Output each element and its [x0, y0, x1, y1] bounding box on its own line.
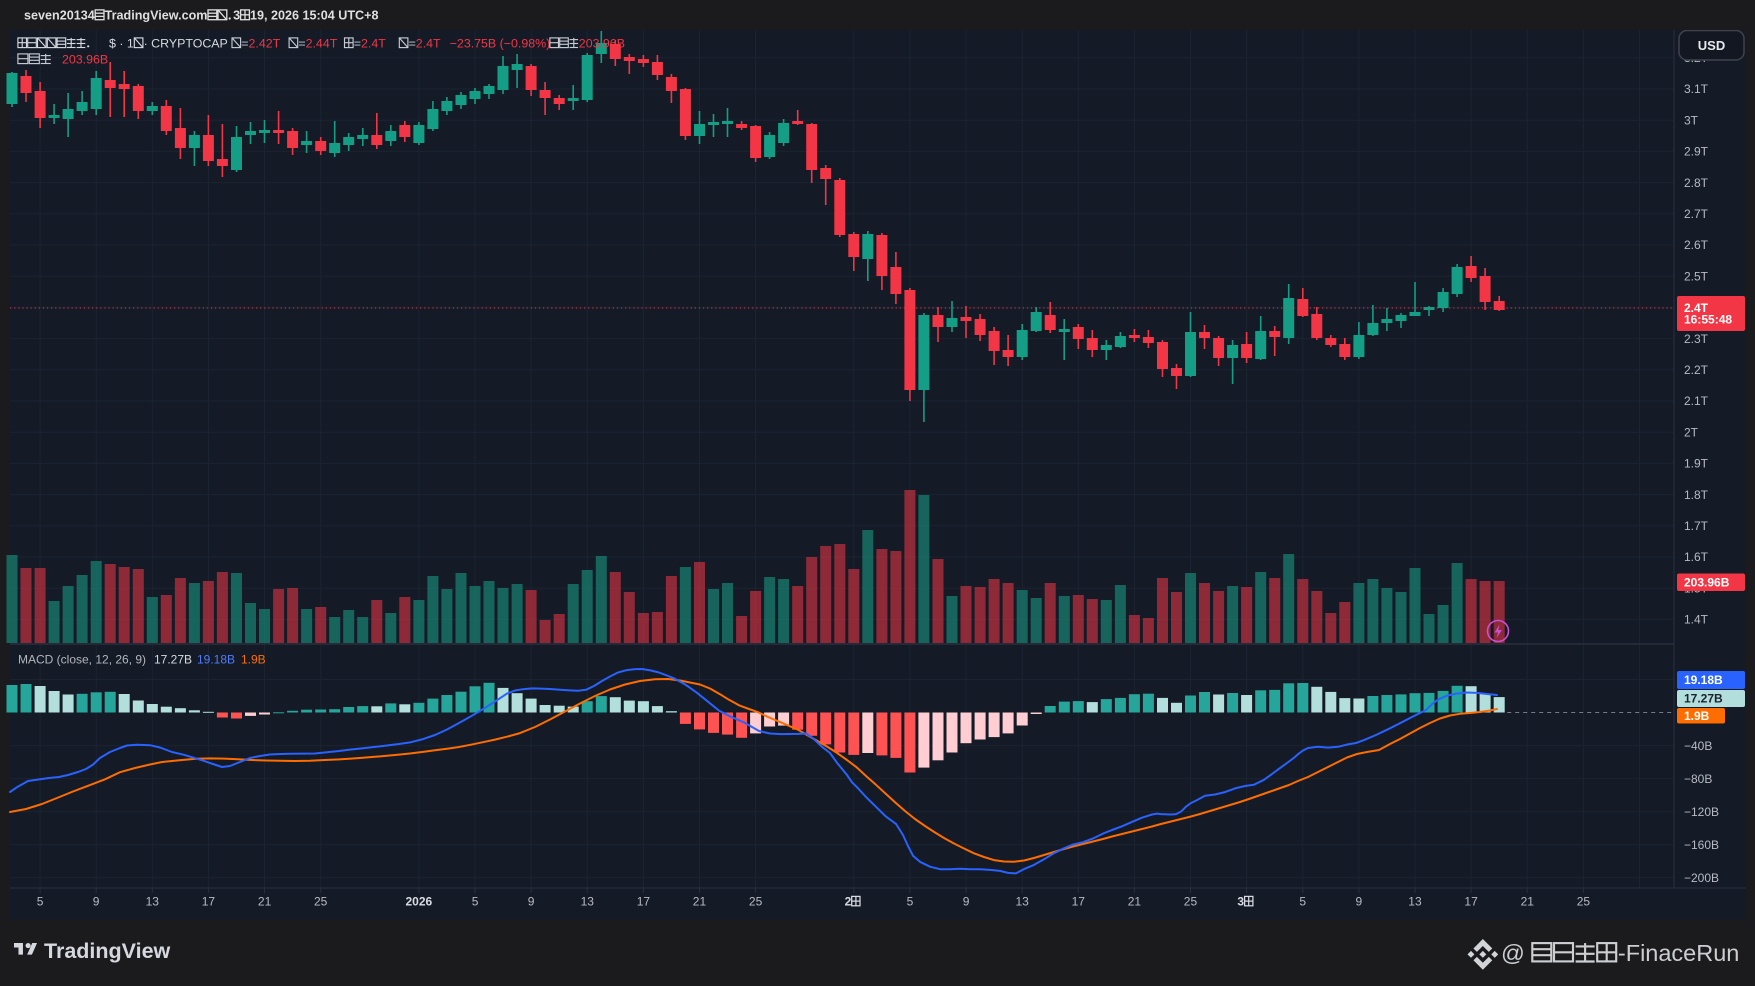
- svg-text:1.9B: 1.9B: [241, 653, 266, 667]
- svg-text:· CRYPTOCAP: · CRYPTOCAP: [144, 36, 228, 50]
- svg-text:2026: 2026: [406, 895, 433, 909]
- svg-text:2T: 2T: [1684, 425, 1699, 439]
- svg-text:2.9T: 2.9T: [1684, 145, 1709, 159]
- svg-text:21: 21: [1128, 895, 1142, 909]
- svg-text:=: =: [241, 36, 248, 50]
- svg-text:9: 9: [1356, 895, 1363, 909]
- svg-text:−80B: −80B: [1684, 772, 1712, 786]
- svg-text:16:55:48: 16:55:48: [1684, 313, 1732, 327]
- svg-text:2.4T: 2.4T: [416, 36, 441, 50]
- svg-text:USD: USD: [1698, 38, 1725, 53]
- svg-text:=: =: [298, 36, 305, 50]
- svg-text:2.44T: 2.44T: [306, 36, 338, 50]
- svg-text:1.4T: 1.4T: [1684, 613, 1709, 627]
- svg-text:2.42T: 2.42T: [249, 36, 281, 50]
- svg-text:17.27B: 17.27B: [154, 653, 192, 667]
- svg-text:−160B: −160B: [1684, 838, 1719, 852]
- svg-text:17: 17: [202, 895, 216, 909]
- svg-text:=: =: [354, 36, 361, 50]
- svg-text:TradingView.com: TradingView.com: [105, 9, 208, 23]
- svg-text:2.6T: 2.6T: [1684, 238, 1709, 252]
- svg-text:1.9T: 1.9T: [1684, 457, 1709, 471]
- svg-text:5: 5: [907, 895, 914, 909]
- svg-text:TradingView: TradingView: [44, 939, 171, 963]
- svg-text:2.4T: 2.4T: [361, 36, 386, 50]
- svg-text:2.2T: 2.2T: [1684, 363, 1709, 377]
- svg-text:1.8T: 1.8T: [1684, 488, 1709, 502]
- svg-text:=: =: [409, 36, 416, 50]
- svg-text:2.4T: 2.4T: [1684, 301, 1709, 315]
- svg-text:3T: 3T: [1684, 113, 1699, 127]
- svg-text:$ · 1: $ · 1: [109, 36, 134, 50]
- svg-text:13: 13: [1408, 895, 1422, 909]
- svg-text:25: 25: [749, 895, 763, 909]
- svg-text:5: 5: [1299, 895, 1306, 909]
- svg-text:2.5T: 2.5T: [1684, 269, 1709, 283]
- svg-text:1.6T: 1.6T: [1684, 550, 1709, 564]
- svg-text:19, 2026 15:04 UTC+8: 19, 2026 15:04 UTC+8: [250, 9, 378, 23]
- svg-text:21: 21: [693, 895, 707, 909]
- svg-text:13: 13: [146, 895, 160, 909]
- svg-text:203.96B: 203.96B: [579, 36, 625, 50]
- svg-text:9: 9: [963, 895, 970, 909]
- svg-text:17.27B: 17.27B: [1684, 692, 1723, 706]
- svg-text:5: 5: [37, 895, 44, 909]
- svg-text:MACD (close, 12, 26, 9): MACD (close, 12, 26, 9): [18, 653, 146, 667]
- svg-text:@: @: [1501, 940, 1525, 966]
- svg-text:19.18B: 19.18B: [197, 653, 235, 667]
- svg-text:21: 21: [1521, 895, 1535, 909]
- svg-text:2: 2: [845, 895, 852, 909]
- svg-text:3.1T: 3.1T: [1684, 82, 1709, 96]
- svg-text:19.18B: 19.18B: [1684, 673, 1723, 687]
- svg-text:13: 13: [581, 895, 595, 909]
- svg-text:1.7T: 1.7T: [1684, 519, 1709, 533]
- svg-text:2.3T: 2.3T: [1684, 332, 1709, 346]
- svg-text:25: 25: [1184, 895, 1198, 909]
- svg-text:21: 21: [258, 895, 272, 909]
- svg-text:3: 3: [1237, 895, 1244, 909]
- svg-text:203.96B: 203.96B: [1684, 576, 1730, 590]
- svg-text:3: 3: [233, 9, 240, 23]
- svg-text:9: 9: [93, 895, 100, 909]
- svg-text:−200B: −200B: [1684, 871, 1719, 885]
- svg-text:seven20134: seven20134: [24, 9, 95, 23]
- svg-text:17: 17: [1072, 895, 1086, 909]
- svg-text:203.96B: 203.96B: [62, 52, 108, 66]
- svg-text:−23.75B (−0.98%): −23.75B (−0.98%): [450, 36, 551, 50]
- svg-text:-FinaceRun: -FinaceRun: [1618, 940, 1739, 966]
- svg-text:2.8T: 2.8T: [1684, 176, 1709, 190]
- svg-text:9: 9: [528, 895, 535, 909]
- svg-text:25: 25: [1577, 895, 1591, 909]
- svg-text:17: 17: [637, 895, 651, 909]
- svg-text:−120B: −120B: [1684, 805, 1719, 819]
- svg-text:2.1T: 2.1T: [1684, 394, 1709, 408]
- svg-text:2.7T: 2.7T: [1684, 207, 1709, 221]
- svg-text:−40B: −40B: [1684, 739, 1712, 753]
- svg-text:5: 5: [472, 895, 479, 909]
- svg-text:25: 25: [314, 895, 328, 909]
- svg-text:1.9B: 1.9B: [1684, 709, 1710, 723]
- svg-text:13: 13: [1016, 895, 1030, 909]
- svg-text:17: 17: [1464, 895, 1478, 909]
